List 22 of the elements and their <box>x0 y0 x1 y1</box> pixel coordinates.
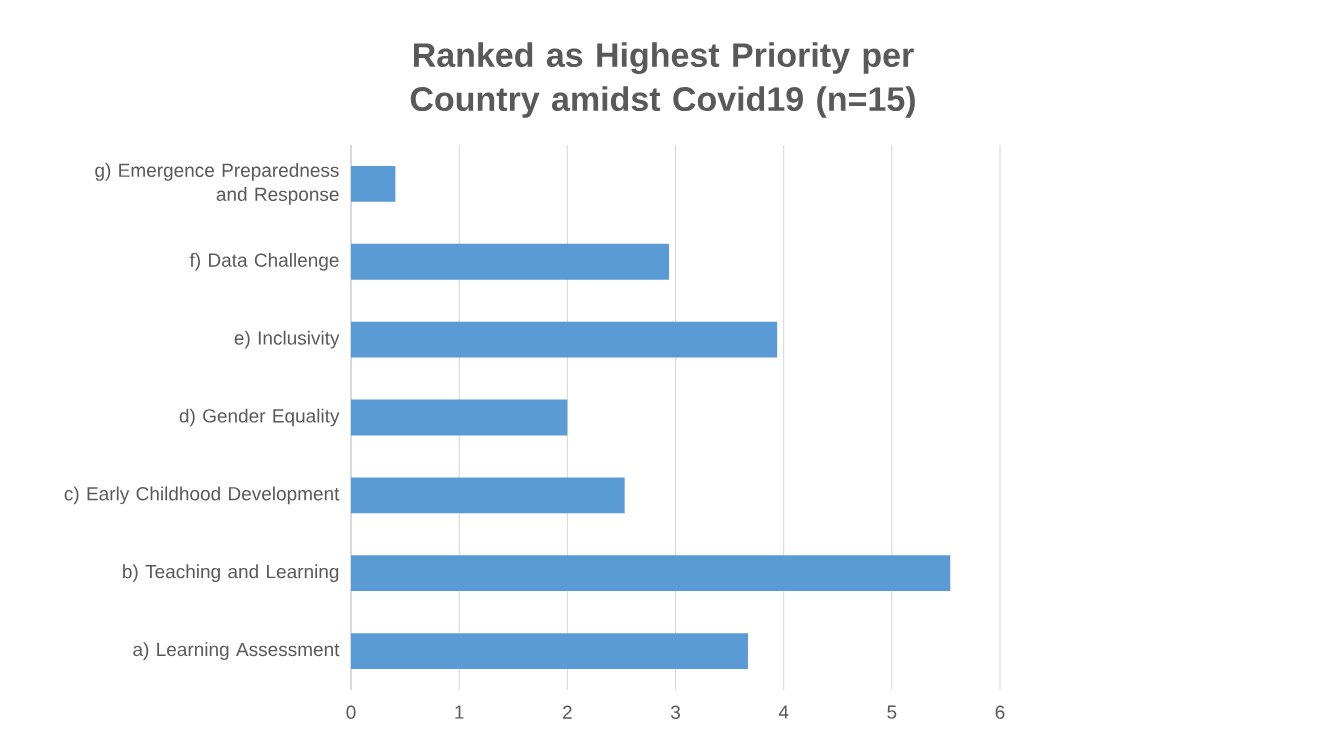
y-tick-label: g) Emergence Preparedness and Response <box>95 163 339 205</box>
y-tick-label: c) Early Childhood Development <box>64 486 340 505</box>
x-tick-label: 6 <box>995 705 1005 719</box>
y-tick-label: a) Learning Assessment <box>133 642 340 660</box>
chart-title: Ranked as Highest Priority per Country amidst Covid19 (n=15) <box>410 42 915 118</box>
x-tick-label: 5 <box>887 705 897 719</box>
y-tick-label: d) Gender Equality <box>179 408 340 427</box>
bar <box>351 477 625 514</box>
bar <box>351 555 951 592</box>
x-tick-label: 4 <box>778 705 789 719</box>
bar <box>351 166 396 202</box>
x-tick-label: 2 <box>563 705 572 719</box>
y-tick-label: f) Data Challenge <box>189 252 339 271</box>
y-tick-label: e) Inclusivity <box>234 330 340 349</box>
bar <box>351 399 568 436</box>
x-tick-label: 3 <box>670 705 680 719</box>
bar <box>351 243 670 280</box>
y-tick-label: b) Teaching and Learning <box>123 564 339 583</box>
x-tick-label: 1 <box>455 705 464 719</box>
x-tick-label: 0 <box>346 705 356 719</box>
bar <box>351 321 778 358</box>
bar <box>351 633 748 669</box>
